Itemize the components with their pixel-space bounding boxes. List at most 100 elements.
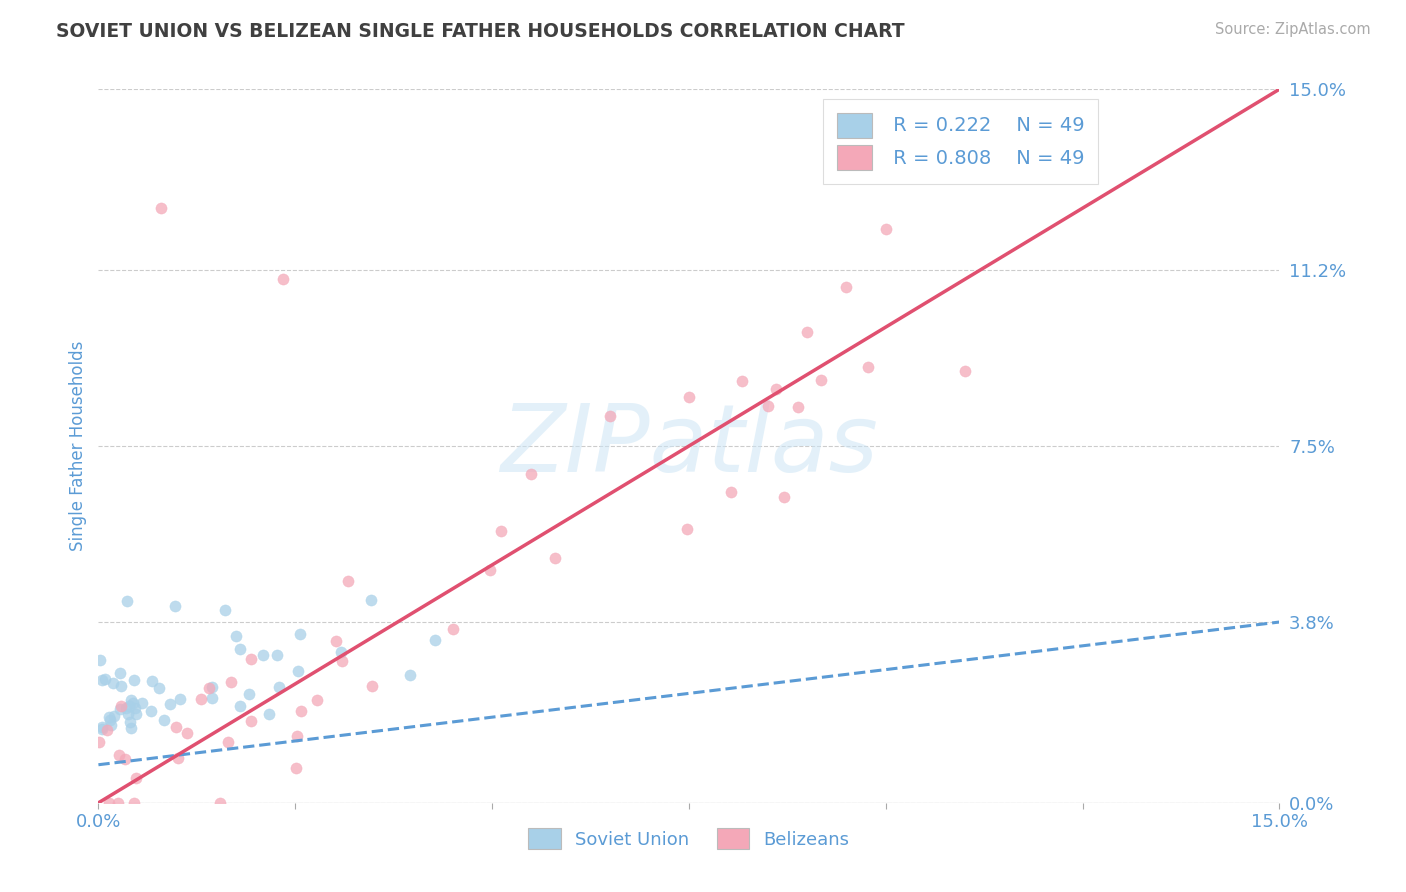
Point <box>252 648 274 663</box>
Point <box>423 633 446 648</box>
Point <box>875 222 897 236</box>
Point <box>266 648 288 662</box>
Point <box>229 641 252 656</box>
Point <box>107 748 129 763</box>
Point <box>117 706 139 721</box>
Point <box>124 772 146 786</box>
Point <box>225 629 247 643</box>
Point <box>108 665 131 680</box>
Point <box>103 709 125 723</box>
Point <box>787 400 810 414</box>
Point <box>124 796 146 810</box>
Point <box>201 690 224 705</box>
Point <box>287 664 309 678</box>
Point <box>217 734 239 748</box>
Point <box>675 522 697 536</box>
Point <box>290 627 312 641</box>
Point <box>307 693 329 707</box>
Point <box>94 673 117 687</box>
Point <box>120 722 142 736</box>
Point <box>166 751 188 765</box>
Point <box>678 390 700 404</box>
Text: SOVIET UNION VS BELIZEAN SINGLE FATHER HOUSEHOLDS CORRELATION CHART: SOVIET UNION VS BELIZEAN SINGLE FATHER H… <box>56 22 905 41</box>
Point <box>165 599 187 613</box>
Point <box>120 693 142 707</box>
Point <box>110 698 132 713</box>
Point <box>124 700 146 714</box>
Point <box>543 550 565 565</box>
Point <box>599 409 621 424</box>
Point <box>110 679 132 693</box>
Point <box>153 713 176 727</box>
Point <box>332 654 354 668</box>
Point <box>148 681 170 695</box>
Point <box>257 707 280 722</box>
Text: Source: ZipAtlas.com: Source: ZipAtlas.com <box>1215 22 1371 37</box>
Point <box>198 681 221 695</box>
Point <box>337 574 360 588</box>
Point <box>176 725 198 739</box>
Point <box>271 272 294 286</box>
Point <box>114 701 136 715</box>
Point <box>491 524 513 539</box>
Point <box>91 721 114 735</box>
Point <box>139 704 162 718</box>
Point <box>720 485 742 500</box>
Point <box>115 594 138 608</box>
Point <box>122 696 145 710</box>
Point <box>118 699 141 714</box>
Point <box>190 691 212 706</box>
Text: ZIPatlas: ZIPatlas <box>501 401 877 491</box>
Legend: Soviet Union, Belizeans: Soviet Union, Belizeans <box>519 819 859 858</box>
Point <box>165 720 187 734</box>
Point <box>773 490 796 504</box>
Point <box>290 704 312 718</box>
Point <box>239 714 262 729</box>
Y-axis label: Single Father Households: Single Father Households <box>69 341 87 551</box>
Point <box>89 735 111 749</box>
Point <box>329 645 352 659</box>
Point <box>520 467 543 482</box>
Point <box>98 710 121 724</box>
Point <box>150 201 173 215</box>
Point <box>360 593 382 607</box>
Point <box>229 699 252 714</box>
Point <box>91 673 114 687</box>
Point <box>953 364 976 378</box>
Point <box>122 673 145 687</box>
Point <box>141 674 163 689</box>
Point <box>89 652 111 666</box>
Point <box>110 702 132 716</box>
Point <box>441 622 464 636</box>
Point <box>219 675 242 690</box>
Point <box>810 373 832 387</box>
Point <box>98 713 121 727</box>
Point <box>214 602 236 616</box>
Point <box>267 680 290 694</box>
Point <box>90 722 112 736</box>
Point <box>208 796 231 810</box>
Point <box>107 796 129 810</box>
Point <box>238 687 260 701</box>
Point <box>97 796 120 810</box>
Point <box>856 360 879 375</box>
Point <box>201 680 224 694</box>
Point <box>100 718 122 732</box>
Point <box>114 752 136 766</box>
Point <box>399 668 422 682</box>
Point <box>796 326 818 340</box>
Point <box>239 652 262 666</box>
Point <box>131 696 153 710</box>
Point <box>159 697 181 711</box>
Point <box>125 706 148 721</box>
Point <box>169 692 191 706</box>
Point <box>835 280 858 294</box>
Point <box>765 382 787 396</box>
Point <box>285 729 308 743</box>
Point <box>96 723 118 737</box>
Point <box>756 399 779 413</box>
Point <box>360 679 382 693</box>
Point <box>479 563 502 577</box>
Point <box>120 714 142 729</box>
Point <box>285 761 308 775</box>
